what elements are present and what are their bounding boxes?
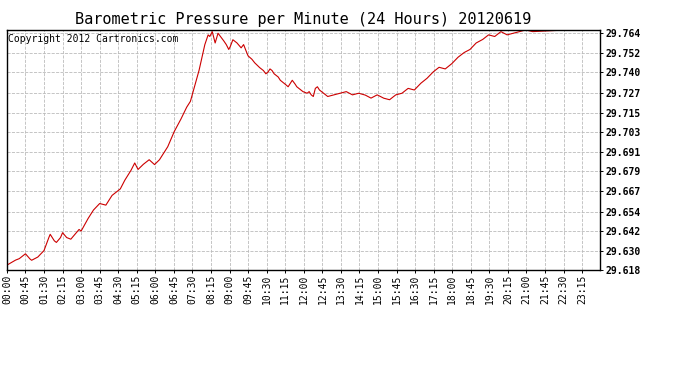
Text: Copyright 2012 Cartronics.com: Copyright 2012 Cartronics.com (8, 34, 179, 44)
Title: Barometric Pressure per Minute (24 Hours) 20120619: Barometric Pressure per Minute (24 Hours… (75, 12, 532, 27)
